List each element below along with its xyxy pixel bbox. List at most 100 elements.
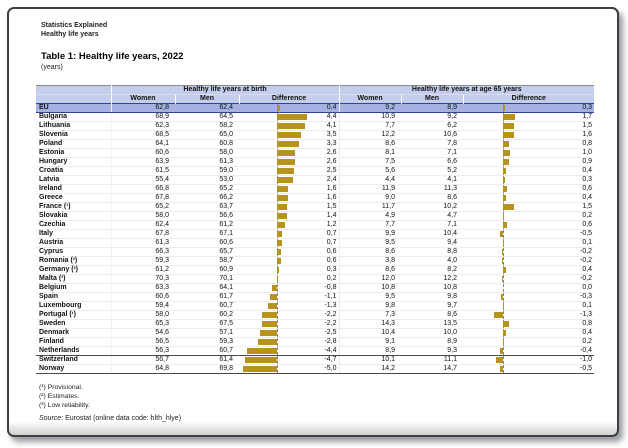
- difference-value: 1,6: [326, 194, 337, 201]
- value-cell: 4,7: [401, 211, 464, 221]
- difference-bar-chart: -5,0: [239, 365, 339, 373]
- value-cell: 61,3: [111, 238, 175, 248]
- footnote-marker: ³: [61, 276, 64, 282]
- difference-bar: [503, 204, 514, 210]
- zero-axis-line: [503, 365, 505, 373]
- difference-bar-chart: -0,2: [463, 248, 594, 256]
- difference-bar: [503, 195, 506, 201]
- difference-cell: 2,5: [239, 166, 340, 176]
- value-cell: 10,9: [339, 112, 402, 122]
- value-cell: 4,4: [339, 175, 402, 185]
- value-cell: 11,9: [339, 184, 402, 194]
- value-cell: 7,7: [339, 220, 402, 230]
- difference-cell: 1,5: [463, 202, 595, 212]
- difference-bar-chart: 0,2: [463, 212, 594, 220]
- difference-bar-chart: -2,2: [239, 311, 339, 319]
- difference-bar: [503, 177, 506, 183]
- difference-bar-chart: 2,4: [239, 176, 339, 184]
- col-header-women-65: Women: [338, 94, 402, 104]
- difference-cell: 0,0: [463, 283, 595, 293]
- difference-value: 1,4: [326, 212, 337, 219]
- value-cell: 10,8: [339, 283, 402, 293]
- difference-bar: [503, 240, 504, 246]
- table-body: EU 62,8 62,4 0,4 9,2 8,9 0,3 Bulgaria 68,9 64,5 4,…: [36, 103, 595, 374]
- difference-value: 0,3: [582, 176, 593, 183]
- difference-value: -0,3: [580, 293, 593, 300]
- difference-bar-chart: 0,4: [463, 329, 594, 337]
- table-row: Croatia 61,5 59,0 2,5 5,6 5,2 0,4: [36, 166, 595, 176]
- difference-value: 0,4: [582, 329, 593, 336]
- difference-bar: [503, 159, 510, 165]
- difference-bar-chart: 3,5: [239, 131, 339, 139]
- difference-value: 0,8: [582, 140, 593, 147]
- table-row: Romania (²) 59,3 58,7 0,6 3,8 4,0 -0,2: [36, 256, 595, 266]
- difference-value: 1,7: [582, 113, 593, 120]
- table-row: Netherlands 56,3 60,7 -4,4 8,9 9,3 -0,4: [36, 346, 595, 356]
- difference-value: 0,3: [326, 266, 337, 273]
- value-cell: 60,6: [111, 292, 175, 302]
- value-cell: 66,8: [111, 184, 175, 194]
- value-cell: 9,0: [339, 193, 402, 203]
- value-cell: 65,3: [111, 319, 175, 329]
- difference-bar-chart: 0,4: [239, 104, 339, 112]
- value-cell: 60,6: [111, 148, 175, 158]
- difference-bar: [277, 267, 280, 273]
- col-header-men-birth: Men: [174, 94, 239, 104]
- difference-cell: 0,7: [239, 229, 340, 239]
- difference-bar-chart: 1,0: [463, 149, 594, 157]
- difference-value: 0,4: [582, 167, 593, 174]
- value-cell: 67,1: [175, 229, 239, 239]
- difference-bar-chart: -0,4: [463, 347, 594, 355]
- difference-bar: [277, 222, 286, 228]
- col-header-women-birth: Women: [110, 94, 175, 104]
- unit-label: (years): [41, 64, 63, 71]
- difference-cell: -0,8: [239, 283, 340, 293]
- footnotes-block: (¹) Provisional. (²) Estimates. (³) Low …: [39, 383, 90, 410]
- value-cell: 8,1: [339, 148, 402, 158]
- difference-cell: 1,5: [239, 202, 340, 212]
- corner-cell: [36, 85, 111, 95]
- difference-bar: [269, 294, 277, 300]
- difference-cell: 2,6: [239, 148, 340, 158]
- value-cell: 7,1: [401, 220, 464, 230]
- difference-bar-chart: 1,2: [239, 221, 339, 229]
- difference-bar-chart: -1,0: [463, 356, 594, 364]
- footnote-marker: ²: [73, 267, 76, 273]
- value-cell: 58,2: [175, 121, 239, 131]
- difference-value: 4,1: [326, 122, 337, 129]
- difference-bar-chart: 0,4: [463, 167, 594, 175]
- difference-bar-chart: -0,3: [463, 293, 594, 301]
- difference-cell: -0,2: [463, 256, 595, 266]
- difference-bar: [277, 240, 282, 246]
- value-cell: 5,2: [401, 166, 464, 176]
- footnote-low-reliability: (³) Low reliability.: [39, 402, 90, 409]
- table-row: Luxembourg 59,4 60,7 -1,3 9,8 9,7 0,1: [36, 301, 595, 311]
- value-cell: 14,2: [339, 364, 402, 374]
- document-page: Statistics Explained Healthy life years …: [7, 7, 619, 437]
- difference-bar-chart: 0,7: [239, 230, 339, 238]
- difference-bar: [503, 168, 506, 174]
- value-cell: 55,4: [111, 175, 175, 185]
- value-cell: 65,0: [175, 130, 239, 140]
- difference-cell: 0,4: [463, 193, 595, 203]
- value-cell: 66,2: [175, 193, 239, 203]
- group-header-row: Healthy life years at birth Healthy life…: [36, 85, 595, 95]
- country-name: Lithuania: [36, 121, 112, 131]
- zero-axis-line: [277, 302, 278, 310]
- value-cell: 65,2: [175, 184, 239, 194]
- difference-bar-chart: 2,6: [239, 158, 339, 166]
- table-row: Ireland 66,8 65,2 1,6 11,9 11,3 0,6: [36, 184, 595, 194]
- table-row: Malta (³) 70,3 70,1 0,2 12,0 12,2 -0,2: [36, 274, 595, 284]
- country-name: Ireland: [36, 184, 112, 194]
- value-cell: 61,3: [175, 157, 239, 167]
- corner-cell: [36, 94, 111, 104]
- col-header-diff-birth: Difference: [238, 94, 340, 104]
- difference-bar-chart: -0,2: [463, 275, 594, 283]
- country-name: Norway: [36, 364, 112, 374]
- difference-bar-chart: -0,8: [239, 284, 339, 292]
- difference-bar-chart: 0,8: [463, 320, 594, 328]
- difference-bar: [503, 267, 506, 273]
- value-cell: 61,7: [175, 292, 239, 302]
- country-name: Croatia: [36, 166, 112, 176]
- zero-axis-line: [503, 248, 505, 256]
